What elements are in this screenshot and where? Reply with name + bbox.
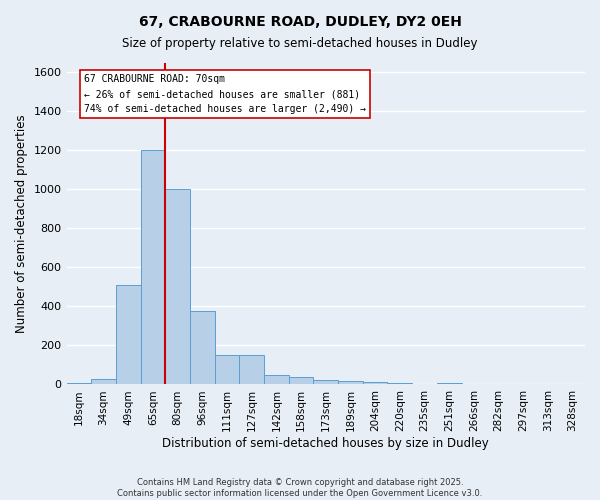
- Y-axis label: Number of semi-detached properties: Number of semi-detached properties: [15, 114, 28, 333]
- Text: 67, CRABOURNE ROAD, DUDLEY, DY2 0EH: 67, CRABOURNE ROAD, DUDLEY, DY2 0EH: [139, 15, 461, 29]
- Bar: [140, 150, 165, 384]
- X-axis label: Distribution of semi-detached houses by size in Dudley: Distribution of semi-detached houses by …: [163, 437, 489, 450]
- Bar: [363, 382, 388, 384]
- Bar: [215, 355, 239, 384]
- Bar: [264, 374, 289, 384]
- Bar: [437, 382, 461, 384]
- Bar: [165, 190, 190, 384]
- Bar: [190, 312, 215, 384]
- Bar: [388, 382, 412, 384]
- Bar: [116, 285, 140, 384]
- Text: Contains HM Land Registry data © Crown copyright and database right 2025.
Contai: Contains HM Land Registry data © Crown c…: [118, 478, 482, 498]
- Text: 67 CRABOURNE ROAD: 70sqm
← 26% of semi-detached houses are smaller (881)
74% of : 67 CRABOURNE ROAD: 70sqm ← 26% of semi-d…: [84, 74, 366, 114]
- Bar: [313, 380, 338, 384]
- Bar: [338, 380, 363, 384]
- Bar: [239, 355, 264, 384]
- Text: Size of property relative to semi-detached houses in Dudley: Size of property relative to semi-detach…: [122, 38, 478, 51]
- Bar: [67, 382, 91, 384]
- Bar: [289, 376, 313, 384]
- Bar: [91, 378, 116, 384]
